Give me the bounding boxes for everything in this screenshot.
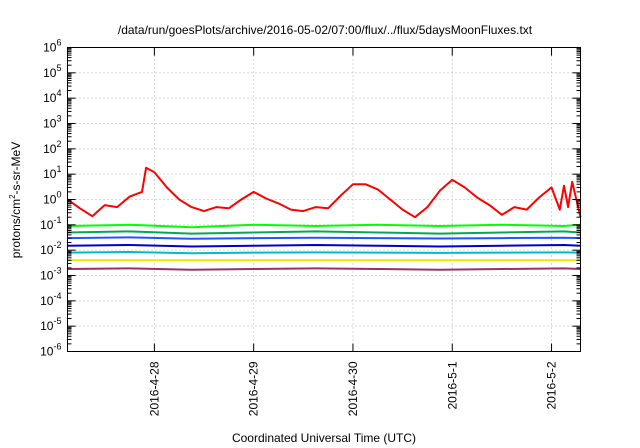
- y-tick-label: 10-5: [40, 316, 61, 333]
- y-tick-label: 10-6: [40, 342, 61, 359]
- y-tick-label: 106: [43, 38, 61, 55]
- y-tick-label: 10-3: [40, 266, 61, 283]
- series-line-4: [67, 236, 581, 240]
- y-tick-label: 103: [43, 114, 61, 131]
- series-line-8: [67, 267, 581, 271]
- y-axis: 10-6 10-5 10-4 10-3 10-2 10-1 100 101 102 103 104 1…: [40, 38, 581, 359]
- y-tick-label: 10-2: [40, 240, 61, 257]
- x-tick-label: 2016-4-30: [346, 361, 360, 416]
- y-axis-label: protons/cm2-s-sr-MeV: [8, 142, 23, 258]
- grid: [67, 47, 581, 352]
- x-axis-label: Coordinated Universal Time (UTC): [232, 431, 416, 445]
- y-axis-label-prefix: protons/cm: [9, 199, 23, 258]
- x-tick-label: 2016-5-1: [445, 361, 459, 409]
- series-line-5: [67, 244, 581, 248]
- y-tick-label: 10-4: [40, 291, 61, 308]
- x-tick-label: 2016-5-2: [545, 361, 559, 409]
- series-line-3: [67, 230, 581, 235]
- x-tick-label: 2016-4-28: [147, 361, 161, 416]
- y-tick-label: 104: [43, 88, 61, 105]
- y-axis-label-suffix: -s-sr-MeV: [9, 142, 23, 195]
- y-tick-label: 100: [43, 190, 61, 207]
- y-axis-label-sup: 2: [8, 194, 17, 199]
- x-axis: 2016-4-28 2016-4-29 2016-4-30 2016-5-1 2016-…: [147, 47, 559, 416]
- series-line-6: [67, 251, 581, 255]
- y-tick-label: 10-1: [40, 215, 61, 232]
- x-tick-label: 2016-4-29: [247, 361, 261, 416]
- y-tick-label: 102: [43, 139, 61, 156]
- chart-title: /data/run/goesPlots/archive/2016-05-02/0…: [118, 23, 533, 37]
- series-group: [66, 166, 582, 271]
- series-line-2: [67, 223, 581, 229]
- series-line-1: [66, 166, 582, 219]
- y-tick-label: 101: [43, 164, 61, 181]
- y-tick-label: 105: [43, 63, 61, 80]
